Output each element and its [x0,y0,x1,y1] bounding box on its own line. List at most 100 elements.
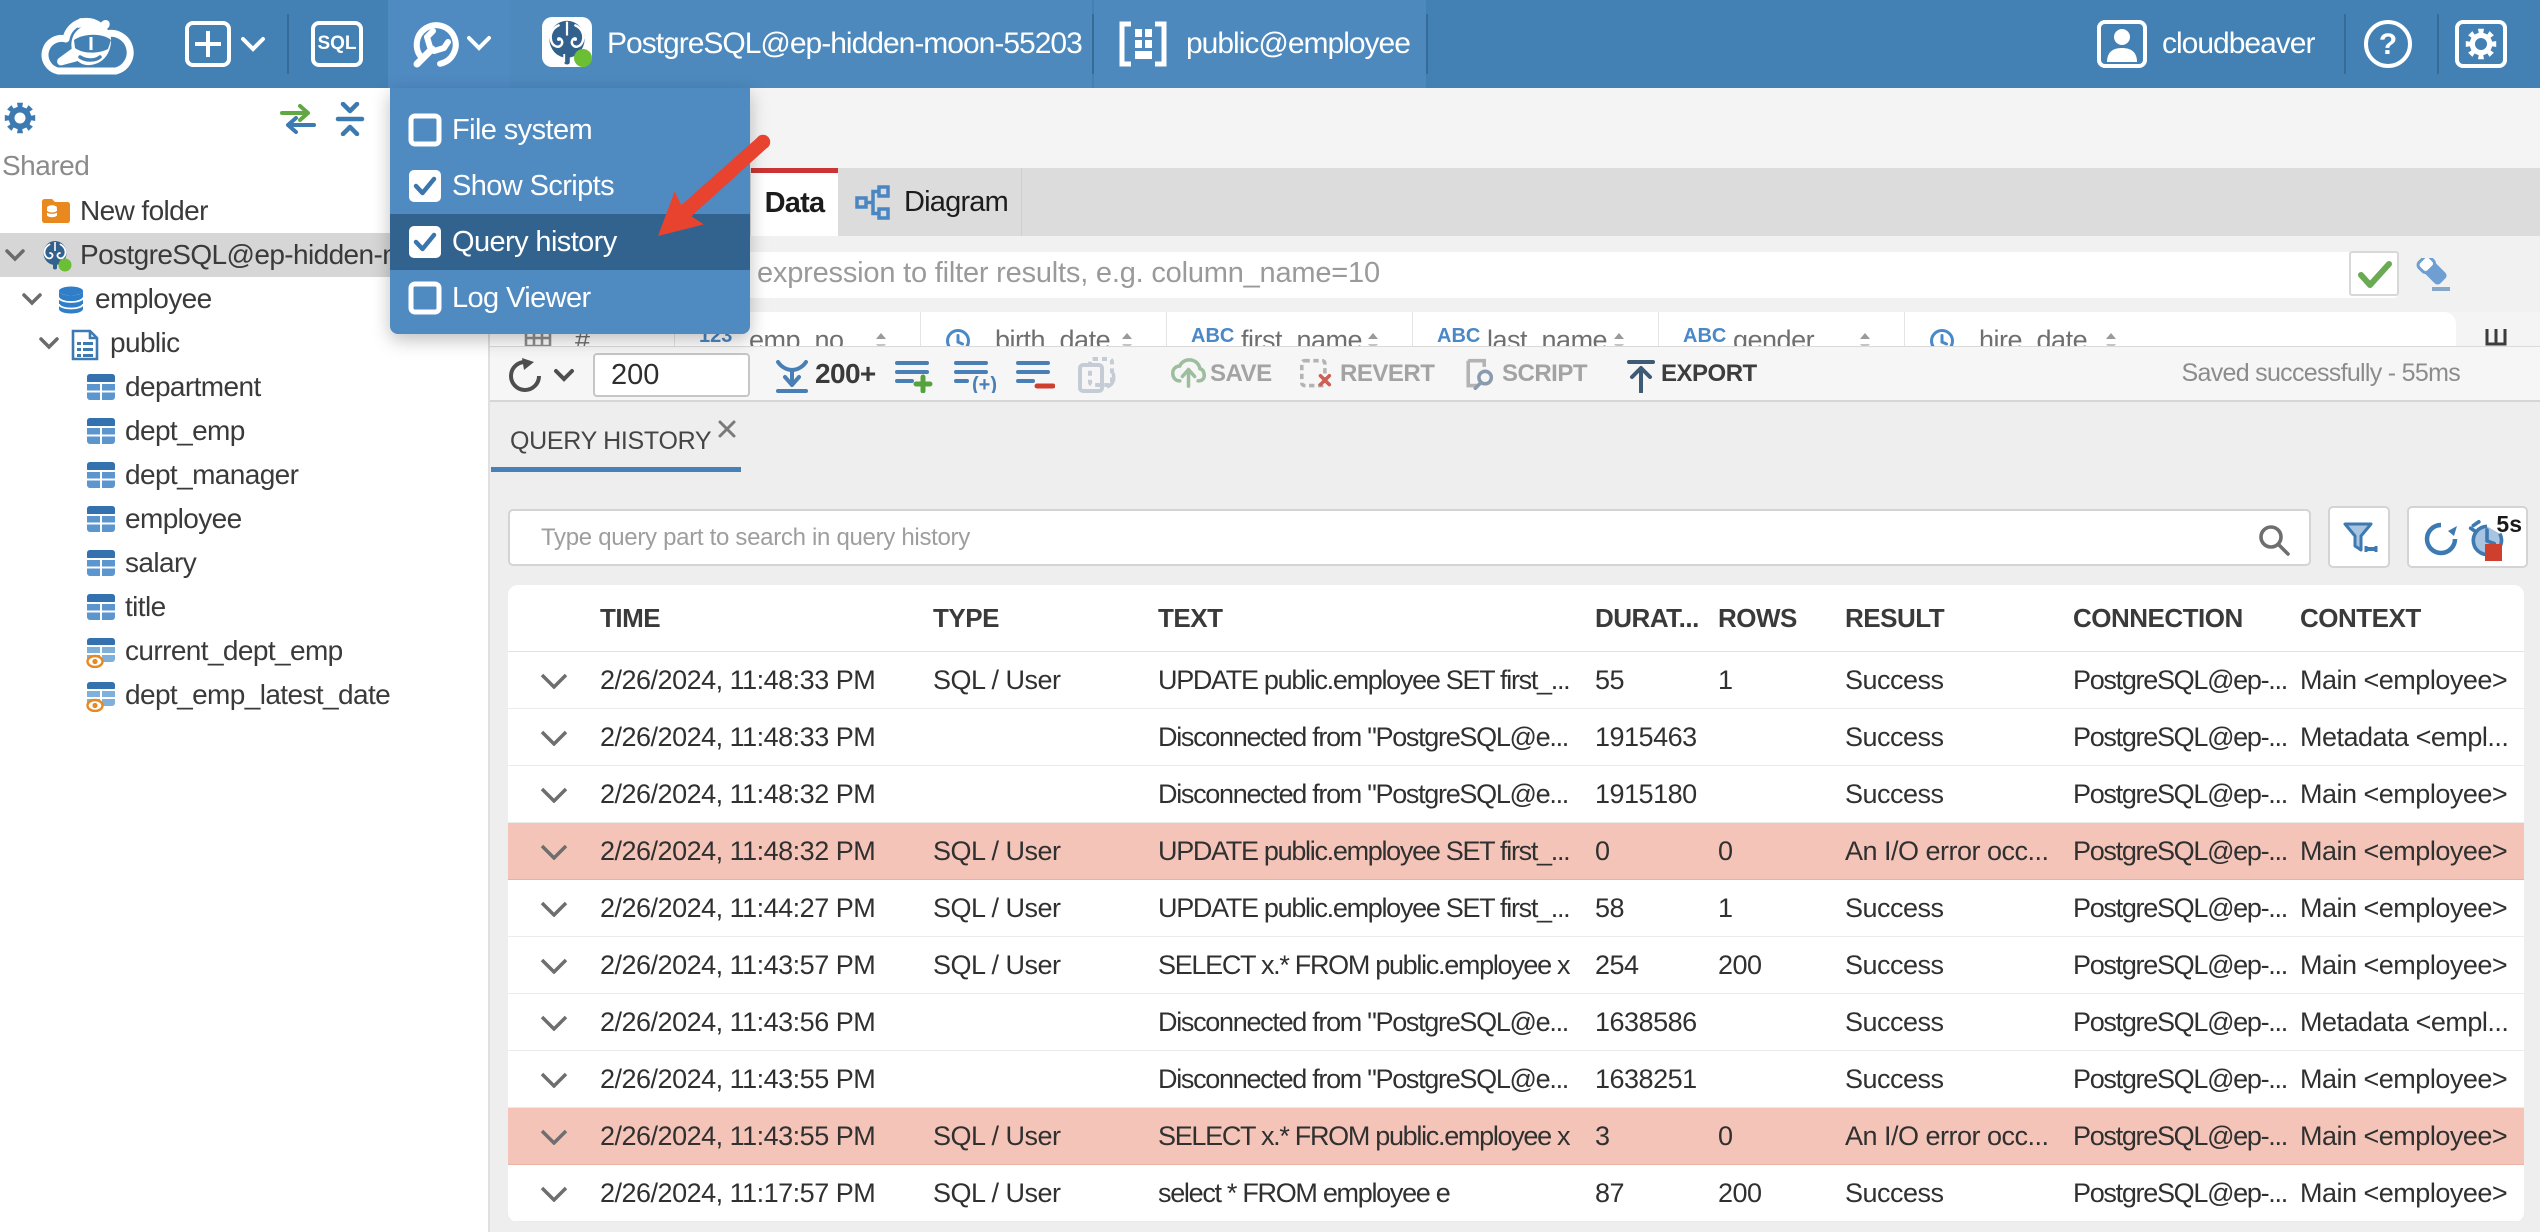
tree-item-employee[interactable]: employee [0,497,488,541]
checkbox-icon[interactable] [408,281,442,315]
expand-row-chevron-icon[interactable] [539,844,569,860]
tree-item-dept-emp[interactable]: dept_emp [0,409,488,453]
sort-arrows-icon[interactable] [1116,329,1138,346]
expand-row-chevron-icon[interactable] [539,1015,569,1031]
delete-row-button[interactable] [1015,357,1055,393]
grid-column-last_name[interactable]: ABC last_name [1412,312,1658,346]
script-label[interactable]: SCRIPT [1502,360,1588,387]
chevron-down-icon[interactable] [4,248,26,262]
query-history-row[interactable]: 2/26/2024, 11:44:27 PM SQL / User UPDATE… [508,880,2524,937]
sql-editor-button[interactable]: SQL [311,21,363,67]
settings-button[interactable] [2455,20,2507,68]
export-label[interactable]: EXPORT [1661,360,1757,387]
tree-item-dept-emp-latest-date[interactable]: dept_emp_latest_date [0,673,488,717]
qh-cell-connection: PostgreSQL@ep-... [2073,950,2288,980]
sort-arrows-icon[interactable] [1362,329,1384,346]
checkbox-icon[interactable] [408,225,442,259]
duplicate-row-button[interactable]: (+) [953,357,999,393]
grid-column-gender[interactable]: ABC gender [1658,312,1904,346]
menu-item-log-viewer[interactable]: Log Viewer [390,270,750,326]
tree-item-title[interactable]: title [0,585,488,629]
menu-item-file-system[interactable]: File system [390,102,750,158]
qh-cell-duration: 58 [1595,893,1625,923]
revert-button[interactable] [1299,358,1333,390]
script-icon [1466,358,1494,390]
svg-text:?: ? [2379,28,2397,61]
expand-row-chevron-icon[interactable] [539,901,569,917]
sort-arrows-icon[interactable] [1608,329,1630,346]
user-menu[interactable] [2097,20,2147,68]
query-history-row[interactable]: 2/26/2024, 11:48:33 PM SQL / User UPDATE… [508,652,2524,709]
expand-row-chevron-icon[interactable] [539,958,569,974]
sidebar-settings-button[interactable] [4,102,36,134]
tree-item-current-dept-emp[interactable]: current_dept_emp [0,629,488,673]
qh-cell-rows: 0 [1718,836,1733,866]
query-history-row[interactable]: 2/26/2024, 11:48:33 PM Disconnected from… [508,709,2524,766]
grid-column-first_name[interactable]: ABC first_name [1166,312,1412,346]
tree-item-employee[interactable]: employee [0,277,488,321]
chevron-down-icon[interactable] [21,292,43,306]
script-button[interactable] [1461,358,1495,390]
revert-label[interactable]: REVERT [1340,360,1435,387]
schema-selector[interactable]: public@employee [1094,0,1426,88]
filter-apply-button[interactable] [2349,251,2399,296]
connection-selector[interactable]: PostgreSQL@ep-hidden-moon-55203 [510,0,1092,88]
menu-item-show-scripts[interactable]: Show Scripts [390,158,750,214]
grid-column-hire_date[interactable]: hire_date [1904,312,2150,346]
expand-row-chevron-icon[interactable] [539,673,569,689]
tree-item-department[interactable]: department [0,365,488,409]
checkbox-icon[interactable] [408,169,442,203]
cloudbeaver-logo-icon[interactable] [28,12,140,78]
query-history-row[interactable]: 2/26/2024, 11:43:57 PM SQL / User SELECT… [508,937,2524,994]
copy-row-button[interactable] [1077,357,1119,395]
save-label[interactable]: SAVE [1210,360,1272,387]
sort-arrows-icon[interactable] [870,329,892,346]
expand-row-chevron-icon[interactable] [539,730,569,746]
shared-section-label: Shared [2,150,90,181]
filter-clear-button[interactable] [2415,258,2451,292]
query-history-refresh-button[interactable]: 5s [2407,506,2528,568]
query-history-row[interactable]: 2/26/2024, 11:43:55 PM Disconnected from… [508,1051,2524,1108]
sync-with-editor-button[interactable] [278,104,318,134]
tree-item-dept-manager[interactable]: dept_manager [0,453,488,497]
save-button[interactable] [1171,358,1206,388]
query-history-row[interactable]: 2/26/2024, 11:48:32 PM Disconnected from… [508,766,2524,823]
query-history-row[interactable]: 2/26/2024, 11:43:55 PM SQL / User SELECT… [508,1108,2524,1165]
qh-cell-rows: 200 [1718,950,1762,980]
tree-item-salary[interactable]: salary [0,541,488,585]
checkbox-icon[interactable] [408,113,442,147]
refresh-button[interactable] [508,358,580,392]
filter-input[interactable]: expression to filter results, e.g. colum… [757,257,1380,289]
sort-arrows-icon[interactable] [1854,329,1876,346]
expand-row-chevron-icon[interactable] [539,787,569,803]
query-history-row[interactable]: 2/26/2024, 11:17:57 PM SQL / User select… [508,1165,2524,1222]
expand-row-chevron-icon[interactable] [539,1186,569,1202]
add-row-button[interactable] [894,357,934,393]
tree-item-public[interactable]: public [0,321,488,365]
query-history-row[interactable]: 2/26/2024, 11:43:56 PM Disconnected from… [508,994,2524,1051]
export-button[interactable] [1626,359,1656,393]
chevron-down-icon[interactable] [38,336,60,350]
table-icon [85,548,117,578]
qh-cell-context: Main <employee> [2300,1064,2508,1094]
query-history-row[interactable]: 2/26/2024, 11:48:32 PM SQL / User UPDATE… [508,823,2524,880]
grid-options-icon[interactable] [2484,329,2508,346]
fetch-page-button[interactable] [772,358,812,394]
expand-row-chevron-icon[interactable] [539,1072,569,1088]
fetch-page-label[interactable]: 200+ [815,358,876,389]
query-history-filter-button[interactable] [2328,506,2390,568]
tab-diagram[interactable]: Diagram [838,168,1022,236]
query-history-search[interactable]: Type query part to search in query histo… [508,509,2311,566]
fetch-size-input[interactable] [593,353,750,397]
new-object-button[interactable] [185,21,267,67]
help-button[interactable]: ? [2363,19,2413,69]
grid-column-birth_date[interactable]: birth_date [920,312,1166,346]
query-history-tab[interactable]: QUERY HISTORY [510,427,712,455]
close-icon[interactable] [717,419,737,439]
tab-data[interactable]: Data [751,168,838,236]
expand-row-chevron-icon[interactable] [539,1129,569,1145]
tree-item-new-folder[interactable]: New folder [0,189,488,233]
tools-menu-button[interactable] [388,0,510,88]
sort-arrows-icon[interactable] [2100,329,2122,346]
collapse-all-button[interactable] [334,102,366,136]
